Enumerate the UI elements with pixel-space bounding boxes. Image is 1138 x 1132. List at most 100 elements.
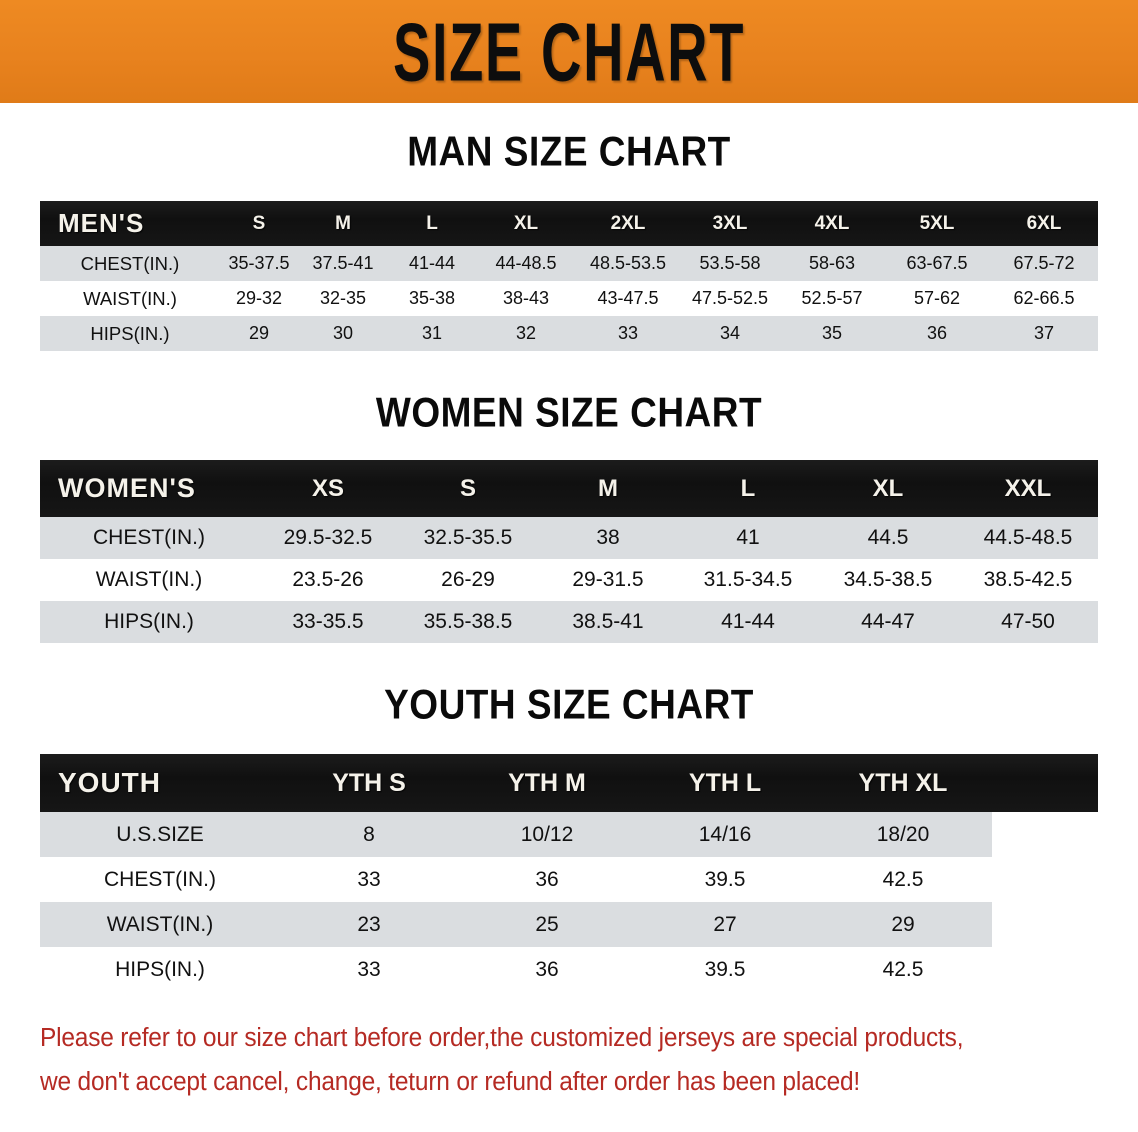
man-hips-xl: 32 bbox=[476, 316, 576, 351]
youth-section-title: YOUTH SIZE CHART bbox=[384, 681, 754, 728]
man-chest-l: 41-44 bbox=[388, 246, 476, 281]
table-row: CHEST(IN.) 35-37.5 37.5-41 41-44 44-48.5… bbox=[40, 246, 1098, 281]
youth-chest-l: 39.5 bbox=[636, 857, 814, 902]
women-waist-xs: 23.5-26 bbox=[258, 559, 398, 601]
women-waist-l: 31.5-34.5 bbox=[678, 559, 818, 601]
women-col-xl: XL bbox=[872, 474, 904, 502]
women-waist-s: 26-29 bbox=[398, 559, 538, 601]
man-waist-l: 35-38 bbox=[388, 281, 476, 316]
man-waist-3xl: 47.5-52.5 bbox=[680, 281, 780, 316]
youth-chest-m: 36 bbox=[458, 857, 636, 902]
women-chest-xl: 44.5 bbox=[818, 517, 958, 559]
youth-waist-m: 25 bbox=[458, 902, 636, 947]
man-chest-4xl: 58-63 bbox=[780, 246, 884, 281]
youth-hips-xl: 42.5 bbox=[814, 947, 992, 992]
man-waist-2xl: 43-47.5 bbox=[576, 281, 680, 316]
youth-row-spacer bbox=[992, 857, 1098, 902]
women-size-table: WOMEN'S XS S M L XL XXL CHEST(IN.) 29.5-… bbox=[40, 460, 1098, 643]
man-hips-m: 30 bbox=[298, 316, 388, 351]
youth-row-label-chest: CHEST(IN.) bbox=[40, 857, 280, 902]
table-row: HIPS(IN.) 33 36 39.5 42.5 bbox=[40, 947, 1098, 992]
youth-ussize-xl: 18/20 bbox=[814, 812, 992, 857]
man-chest-3xl: 53.5-58 bbox=[680, 246, 780, 281]
man-chest-xl: 44-48.5 bbox=[476, 246, 576, 281]
youth-row-spacer bbox=[992, 902, 1098, 947]
youth-ussize-s: 8 bbox=[280, 812, 458, 857]
women-col-xs: XS bbox=[311, 474, 344, 502]
man-waist-6xl: 62-66.5 bbox=[990, 281, 1098, 316]
women-col-xxl: XXL bbox=[1004, 474, 1052, 502]
disclaimer-line-1: Please refer to our size chart before or… bbox=[40, 1024, 964, 1052]
youth-size-table: YOUTH YTH S YTH M YTH L YTH XL U.S.SIZE … bbox=[40, 754, 1098, 992]
table-row: WAIST(IN.) 29-32 32-35 35-38 38-43 43-47… bbox=[40, 281, 1098, 316]
youth-row-label-ussize: U.S.SIZE bbox=[40, 812, 280, 857]
disclaimer-note: Please refer to our size chart before or… bbox=[40, 1016, 1056, 1104]
man-col-2xl: 2XL bbox=[610, 212, 646, 234]
man-hips-4xl: 35 bbox=[780, 316, 884, 351]
youth-ussize-l: 14/16 bbox=[636, 812, 814, 857]
man-row-label-waist: WAIST(IN.) bbox=[40, 281, 220, 316]
women-chest-xs: 29.5-32.5 bbox=[258, 517, 398, 559]
women-row-label-hips: HIPS(IN.) bbox=[40, 601, 258, 643]
youth-row-label-waist: WAIST(IN.) bbox=[40, 902, 280, 947]
women-waist-xl: 34.5-38.5 bbox=[818, 559, 958, 601]
man-corner-label: MEN'S bbox=[58, 208, 145, 238]
page-content: MAN SIZE CHART MEN'S S M L XL 2XL 3XL 4X… bbox=[0, 128, 1138, 1104]
man-section-title: MAN SIZE CHART bbox=[407, 128, 731, 175]
youth-col-s: YTH S bbox=[332, 768, 406, 797]
youth-col-xl: YTH XL bbox=[858, 768, 948, 797]
man-col-xl: XL bbox=[513, 212, 539, 234]
women-corner-label: WOMEN'S bbox=[58, 473, 196, 503]
youth-row-label-hips: HIPS(IN.) bbox=[40, 947, 280, 992]
youth-row-spacer bbox=[992, 812, 1098, 857]
table-row: CHEST(IN.) 33 36 39.5 42.5 bbox=[40, 857, 1098, 902]
youth-row-spacer bbox=[992, 947, 1098, 992]
man-waist-m: 32-35 bbox=[298, 281, 388, 316]
table-row: WAIST(IN.) 23.5-26 26-29 29-31.5 31.5-34… bbox=[40, 559, 1098, 601]
disclaimer-line-2: we don't accept cancel, change, teturn o… bbox=[40, 1068, 861, 1096]
women-hips-l: 41-44 bbox=[678, 601, 818, 643]
man-waist-s: 29-32 bbox=[220, 281, 298, 316]
man-row-label-hips: HIPS(IN.) bbox=[40, 316, 220, 351]
man-hips-s: 29 bbox=[220, 316, 298, 351]
youth-col-l: YTH L bbox=[688, 768, 762, 797]
man-chest-s: 35-37.5 bbox=[220, 246, 298, 281]
page-banner: SIZE CHART bbox=[0, 0, 1138, 103]
youth-corner-label: YOUTH bbox=[58, 767, 161, 798]
women-chest-s: 32.5-35.5 bbox=[398, 517, 538, 559]
youth-header-spacer bbox=[992, 754, 1098, 812]
man-hips-3xl: 34 bbox=[680, 316, 780, 351]
man-hips-2xl: 33 bbox=[576, 316, 680, 351]
man-row-label-chest: CHEST(IN.) bbox=[40, 246, 220, 281]
women-hips-m: 38.5-41 bbox=[538, 601, 678, 643]
women-col-l: L bbox=[740, 474, 756, 502]
women-chest-l: 41 bbox=[678, 517, 818, 559]
women-header-row: WOMEN'S XS S M L XL XXL bbox=[40, 460, 1098, 517]
man-col-6xl: 6XL bbox=[1026, 212, 1062, 234]
youth-chest-xl: 42.5 bbox=[814, 857, 992, 902]
women-row-label-waist: WAIST(IN.) bbox=[40, 559, 258, 601]
youth-waist-s: 23 bbox=[280, 902, 458, 947]
youth-hips-s: 33 bbox=[280, 947, 458, 992]
youth-hips-m: 36 bbox=[458, 947, 636, 992]
man-col-m: M bbox=[335, 212, 351, 234]
youth-ussize-m: 10/12 bbox=[458, 812, 636, 857]
women-hips-xs: 33-35.5 bbox=[258, 601, 398, 643]
man-waist-4xl: 52.5-57 bbox=[780, 281, 884, 316]
women-hips-xl: 44-47 bbox=[818, 601, 958, 643]
man-chest-5xl: 63-67.5 bbox=[884, 246, 990, 281]
man-size-table: MEN'S S M L XL 2XL 3XL 4XL 5XL 6XL CHEST… bbox=[40, 201, 1098, 351]
youth-chest-s: 33 bbox=[280, 857, 458, 902]
man-waist-5xl: 57-62 bbox=[884, 281, 990, 316]
women-col-s: S bbox=[459, 474, 476, 502]
youth-header-row: YOUTH YTH S YTH M YTH L YTH XL bbox=[40, 754, 1098, 812]
man-chest-6xl: 67.5-72 bbox=[990, 246, 1098, 281]
table-row: HIPS(IN.) 33-35.5 35.5-38.5 38.5-41 41-4… bbox=[40, 601, 1098, 643]
youth-hips-l: 39.5 bbox=[636, 947, 814, 992]
man-hips-l: 31 bbox=[388, 316, 476, 351]
youth-waist-l: 27 bbox=[636, 902, 814, 947]
women-row-label-chest: CHEST(IN.) bbox=[40, 517, 258, 559]
table-row: HIPS(IN.) 29 30 31 32 33 34 35 36 37 bbox=[40, 316, 1098, 351]
women-chest-xxl: 44.5-48.5 bbox=[958, 517, 1098, 559]
man-chest-m: 37.5-41 bbox=[298, 246, 388, 281]
